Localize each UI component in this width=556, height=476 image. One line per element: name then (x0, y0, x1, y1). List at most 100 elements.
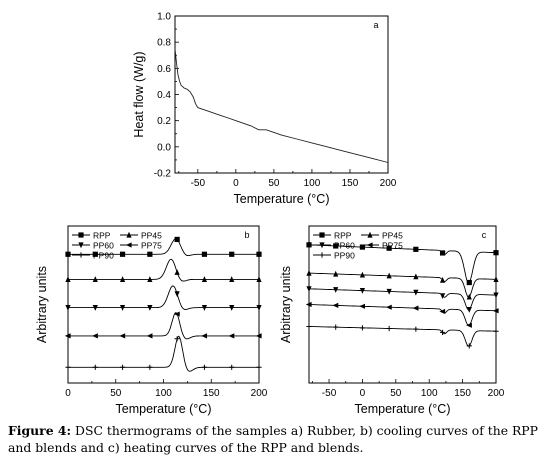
series-marker (146, 333, 153, 339)
series-marker (228, 333, 235, 339)
series-marker (439, 329, 446, 335)
x-axis-label: Temperature (°C) (234, 192, 330, 206)
series-marker (359, 287, 366, 294)
series-marker (439, 308, 446, 315)
series-rpp (306, 242, 499, 286)
series-marker (92, 305, 98, 311)
x-tick-label: 100 (155, 388, 172, 399)
legend-marker (319, 252, 325, 258)
series-marker (174, 236, 180, 243)
legend: RPP PP45 PP60 PP75 PP90 (72, 230, 162, 260)
series-line-rubber (174, 48, 389, 163)
series-marker (386, 288, 392, 295)
legend-label: PP60 (93, 240, 114, 250)
series-marker (92, 251, 98, 257)
series-marker (332, 302, 339, 308)
series-line (309, 326, 496, 347)
series-marker (229, 364, 235, 370)
series-marker (147, 276, 153, 282)
legend-label: RPP (334, 230, 352, 240)
series-line (309, 288, 496, 311)
series-marker (306, 286, 312, 292)
series-line (309, 272, 496, 298)
series-marker (174, 336, 180, 342)
series-marker (119, 364, 126, 370)
panel-label: c (482, 230, 487, 240)
x-tick-label: 100 (304, 178, 321, 189)
series-marker (306, 269, 312, 276)
series-marker (493, 292, 499, 299)
chart-panel-c: -50 0 50 100 150 200 Temperature (°C) Arbitrary… (279, 225, 505, 416)
legend: RPP PP45 PP60 PP75 PP90 (313, 230, 403, 260)
x-axis-label: Temperature (°C) (355, 402, 451, 416)
y-axis-label: Heat flow (W/g) (132, 51, 146, 137)
x-tick-label: 50 (390, 388, 402, 399)
series-marker (119, 333, 126, 339)
series-marker (333, 287, 339, 293)
series-line (308, 244, 496, 284)
legend-label: RPP (93, 230, 111, 240)
legend-marker (78, 252, 84, 258)
series-line (68, 238, 259, 257)
legend-marker (366, 242, 373, 248)
x-tick-label: 200 (488, 388, 505, 399)
series-pp45 (306, 269, 499, 300)
series-marker (256, 305, 262, 311)
panel-label: b (244, 230, 249, 240)
series-marker (201, 276, 208, 282)
y-tick-label: 0.0 (157, 142, 171, 153)
x-tick-label: 50 (268, 178, 280, 189)
series-pp45 (65, 258, 262, 282)
series-marker (439, 276, 446, 283)
legend-label: PP75 (382, 240, 403, 250)
x-tick-label: 100 (421, 388, 438, 399)
series-marker (306, 242, 312, 248)
series-marker (255, 333, 262, 339)
legend-marker (78, 242, 84, 249)
series-marker (359, 271, 366, 278)
series-marker (305, 301, 312, 308)
series-marker (119, 305, 126, 311)
series-marker (173, 311, 180, 317)
x-tick-label: 50 (110, 388, 122, 399)
series-marker (466, 293, 472, 300)
series-marker (439, 293, 446, 299)
series-marker (493, 276, 499, 282)
legend-label: PP45 (141, 230, 162, 240)
series-line (68, 312, 259, 340)
series-marker (466, 322, 472, 328)
series-marker (466, 279, 472, 286)
series-marker (359, 325, 366, 331)
series-pp75 (305, 301, 499, 328)
x-tick-label: 0 (360, 388, 366, 399)
series-marker (386, 325, 392, 332)
series-marker (412, 305, 419, 311)
caption-lead: Figure 4: (8, 423, 72, 438)
series-marker (256, 251, 262, 257)
y-tick-label: 0.8 (157, 38, 171, 49)
legend-marker (78, 232, 84, 238)
series-marker (92, 333, 98, 339)
series-marker (493, 328, 499, 334)
series-marker (493, 250, 499, 256)
series-pp90 (65, 335, 262, 372)
series-marker (413, 246, 419, 252)
legend-marker (367, 231, 373, 238)
series-marker (119, 276, 126, 282)
series-marker (333, 270, 339, 277)
y-tick-label: 0.2 (157, 116, 171, 127)
series-marker (386, 272, 392, 279)
series-marker (147, 305, 153, 311)
y-tick-label: 1.0 (157, 12, 171, 23)
chart-panel-a: -50 0 50 100 150 200 Temperature (°C) Heat flow… (132, 12, 397, 207)
x-tick-label: 0 (233, 178, 239, 189)
series-line (68, 335, 259, 372)
series-marker (65, 364, 71, 370)
x-tick-label: 150 (454, 388, 471, 399)
series-line (68, 258, 259, 282)
series-line (68, 285, 259, 310)
series-marker (466, 343, 472, 349)
series-marker (201, 305, 208, 311)
series-pp60 (306, 286, 499, 313)
y-axis-label: Arbitrary units (35, 266, 49, 343)
